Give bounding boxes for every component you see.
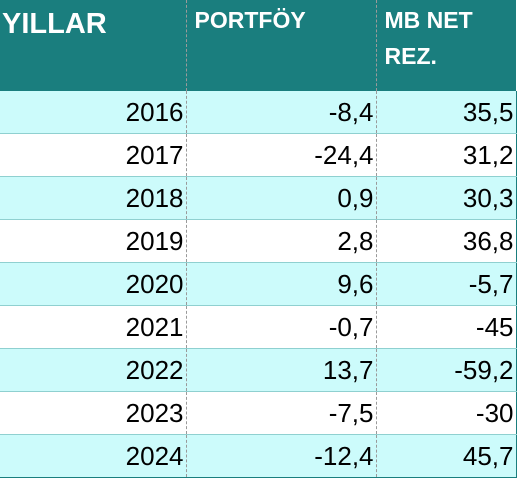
cell-cb-net-reserves: 35,5 [376, 91, 517, 134]
table-body: 2016 -8,4 35,5 2017 -24,4 31,2 2018 0,9 30,3 2019… [0, 91, 517, 478]
table-row: 2018 0,9 30,3 [0, 176, 517, 220]
header-row: YILLAR PORTFÖY MB NET REZ. [0, 0, 516, 91]
cell-year: 2022 [0, 348, 187, 392]
cell-cb-net-reserves: 45,7 [376, 434, 517, 478]
header-cb-net-reserves: MB NET REZ. [376, 0, 516, 91]
cell-portfolio: 13,7 [186, 348, 377, 392]
table-row: 2023 -7,5 -30 [0, 391, 517, 435]
cell-year: 2024 [0, 434, 187, 478]
cell-portfolio: -7,5 [186, 391, 377, 435]
cell-cb-net-reserves: -45 [376, 305, 517, 349]
cell-year: 2021 [0, 305, 187, 349]
table-row: 2022 13,7 -59,2 [0, 348, 517, 392]
cell-cb-net-reserves: -59,2 [376, 348, 517, 392]
cell-year: 2018 [0, 176, 187, 220]
cell-portfolio: 9,6 [186, 262, 377, 306]
cell-portfolio: -12,4 [186, 434, 377, 478]
cell-portfolio: 0,9 [186, 176, 377, 220]
cell-cb-net-reserves: -30 [376, 391, 517, 435]
cell-year: 2019 [0, 219, 187, 263]
table-row: 2019 2,8 36,8 [0, 219, 517, 263]
table-row: 2020 9,6 -5,7 [0, 262, 517, 306]
header-portfolio: PORTFÖY [186, 0, 377, 91]
table-row: 2017 -24,4 31,2 [0, 133, 517, 177]
cell-cb-net-reserves: 36,8 [376, 219, 517, 263]
cell-year: 2017 [0, 133, 187, 177]
cell-year: 2016 [0, 91, 187, 134]
cell-cb-net-reserves: 31,2 [376, 133, 517, 177]
table-row: 2024 -12,4 45,7 [0, 434, 517, 478]
data-table: YILLAR PORTFÖY MB NET REZ. 2016 -8,4 35,5 2… [0, 0, 517, 478]
cell-portfolio: -0,7 [186, 305, 377, 349]
cell-portfolio: -8,4 [186, 91, 377, 134]
table-header: YILLAR PORTFÖY MB NET REZ. [0, 0, 516, 91]
cell-cb-net-reserves: 30,3 [376, 176, 517, 220]
cell-portfolio: -24,4 [186, 133, 377, 177]
cell-year: 2020 [0, 262, 187, 306]
cell-cb-net-reserves: -5,7 [376, 262, 517, 306]
table-row: 2016 -8,4 35,5 [0, 91, 517, 134]
cell-portfolio: 2,8 [186, 219, 377, 263]
header-years: YILLAR [0, 0, 187, 91]
table-row: 2021 -0,7 -45 [0, 305, 517, 349]
cell-year: 2023 [0, 391, 187, 435]
